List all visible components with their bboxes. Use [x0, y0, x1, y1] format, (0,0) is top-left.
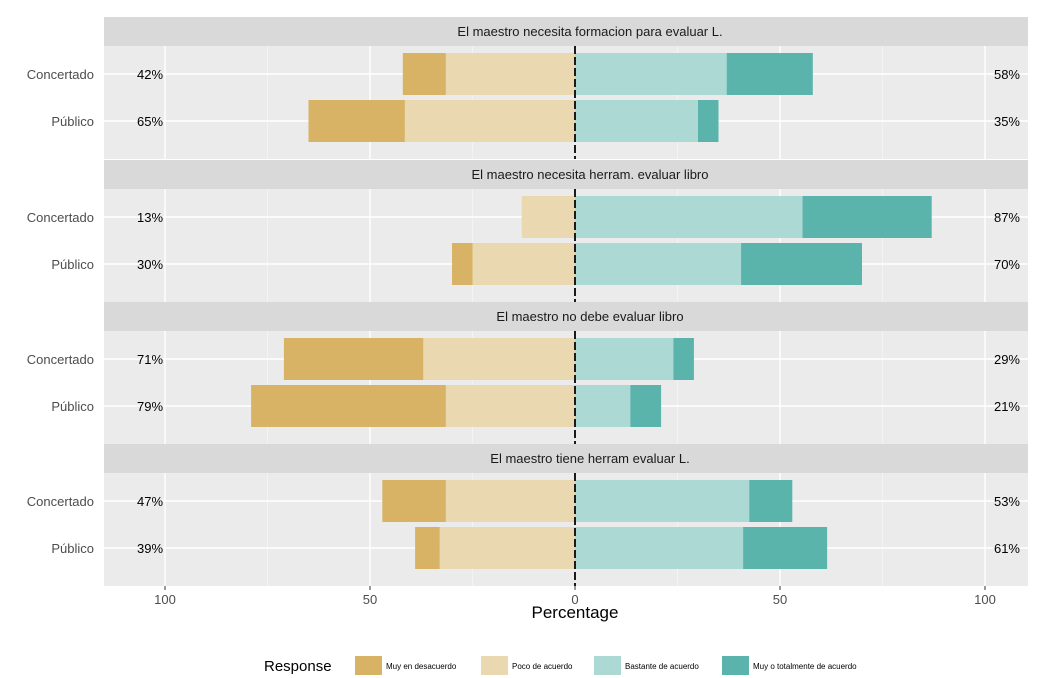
- legend-label: Muy o totalmente de acuerdo: [753, 662, 857, 671]
- legend-label: Muy en desacuerdo: [386, 662, 457, 671]
- bar-muy-en-desacuerdo: [452, 243, 473, 285]
- panel-2: El maestro necesita herram. evaluar libr…: [27, 160, 1028, 302]
- bar-poco-de-acuerdo: [404, 100, 575, 142]
- bar-poco-de-acuerdo: [472, 243, 575, 285]
- category-label: Público: [51, 541, 94, 556]
- legend-key-bastante-de-acuerdo: [594, 656, 621, 675]
- category-label: Concertado: [27, 210, 94, 225]
- bar-muy-en-desacuerdo: [415, 527, 440, 569]
- bar-muy-o-totalmente-de-acuerdo: [741, 243, 862, 285]
- right-percent-label: 58%: [994, 67, 1020, 82]
- bar-bastante-de-acuerdo: [575, 527, 744, 569]
- panel-title: El maestro tiene herram evaluar L.: [490, 451, 689, 466]
- bar-poco-de-acuerdo: [439, 527, 575, 569]
- bar-poco-de-acuerdo: [445, 385, 575, 427]
- bar-muy-o-totalmente-de-acuerdo: [630, 385, 662, 427]
- bar-muy-en-desacuerdo: [402, 53, 446, 95]
- bar-bastante-de-acuerdo: [575, 385, 631, 427]
- right-percent-label: 53%: [994, 494, 1020, 509]
- bar-muy-en-desacuerdo: [382, 480, 446, 522]
- bar-muy-o-totalmente-de-acuerdo: [673, 338, 694, 380]
- x-tick-label: 100: [154, 592, 176, 607]
- bar-muy-en-desacuerdo: [308, 100, 405, 142]
- legend-key-muy-en-desacuerdo: [355, 656, 382, 675]
- right-percent-label: 21%: [994, 399, 1020, 414]
- bar-muy-o-totalmente-de-acuerdo: [698, 100, 719, 142]
- panel-1: El maestro necesita formacion para evalu…: [27, 17, 1028, 159]
- legend-label: Poco de acuerdo: [512, 662, 573, 671]
- left-percent-label: 13%: [137, 210, 163, 225]
- bar-poco-de-acuerdo: [521, 196, 575, 238]
- bar-muy-o-totalmente-de-acuerdo: [743, 527, 828, 569]
- legend-key-poco-de-acuerdo: [481, 656, 508, 675]
- bar-muy-o-totalmente-de-acuerdo: [802, 196, 932, 238]
- panels-layer: El maestro necesita formacion para evalu…: [27, 17, 1028, 586]
- bar-muy-en-desacuerdo: [283, 338, 424, 380]
- bar-muy-en-desacuerdo: [251, 385, 446, 427]
- bar-bastante-de-acuerdo: [575, 480, 750, 522]
- panel-strip: [104, 302, 1028, 331]
- right-percent-label: 70%: [994, 257, 1020, 272]
- bar-muy-o-totalmente-de-acuerdo: [726, 53, 813, 95]
- bar-bastante-de-acuerdo: [575, 196, 803, 238]
- bar-bastante-de-acuerdo: [575, 243, 742, 285]
- left-percent-label: 65%: [137, 114, 163, 129]
- left-percent-label: 39%: [137, 541, 163, 556]
- category-label: Público: [51, 114, 94, 129]
- category-label: Público: [51, 399, 94, 414]
- bar-muy-o-totalmente-de-acuerdo: [749, 480, 793, 522]
- panel-title: El maestro necesita herram. evaluar libr…: [472, 167, 709, 182]
- x-tick-label: 100: [974, 592, 996, 607]
- x-tick-label: 50: [363, 592, 377, 607]
- panel-strip: [104, 444, 1028, 473]
- x-axis-title: Percentage: [532, 603, 619, 622]
- x-tick-label: 50: [773, 592, 787, 607]
- right-percent-label: 35%: [994, 114, 1020, 129]
- left-percent-label: 71%: [137, 352, 163, 367]
- panel-strip: [104, 17, 1028, 46]
- legend: Response Muy en desacuerdo Poco de acuerd…: [264, 656, 857, 675]
- right-percent-label: 61%: [994, 541, 1020, 556]
- bar-bastante-de-acuerdo: [575, 53, 727, 95]
- legend-key-muy-o-totalmente-de-acuerdo: [722, 656, 749, 675]
- panel-strip: [104, 160, 1028, 189]
- category-label: Público: [51, 257, 94, 272]
- category-label: Concertado: [27, 67, 94, 82]
- right-percent-label: 87%: [994, 210, 1020, 225]
- right-percent-label: 29%: [994, 352, 1020, 367]
- bar-bastante-de-acuerdo: [575, 338, 674, 380]
- left-percent-label: 30%: [137, 257, 163, 272]
- category-label: Concertado: [27, 494, 94, 509]
- panel-title: El maestro no debe evaluar libro: [496, 309, 683, 324]
- bar-poco-de-acuerdo: [423, 338, 575, 380]
- legend-label: Bastante de acuerdo: [625, 662, 699, 671]
- legend-title: Response: [264, 658, 332, 675]
- bar-poco-de-acuerdo: [445, 53, 575, 95]
- panel-title: El maestro necesita formacion para evalu…: [457, 24, 722, 39]
- bar-poco-de-acuerdo: [445, 480, 575, 522]
- x-axis-ticks: 100 50 0 50 100: [154, 586, 996, 607]
- bar-bastante-de-acuerdo: [575, 100, 698, 142]
- category-label: Concertado: [27, 352, 94, 367]
- left-percent-label: 42%: [137, 67, 163, 82]
- panel-3: El maestro no debe evaluar libro Concerta…: [27, 302, 1028, 444]
- left-percent-label: 47%: [137, 494, 163, 509]
- x-tick-label: 0: [571, 592, 578, 607]
- left-percent-label: 79%: [137, 399, 163, 414]
- panel-4: El maestro tiene herram evaluar L. Concer…: [27, 444, 1028, 586]
